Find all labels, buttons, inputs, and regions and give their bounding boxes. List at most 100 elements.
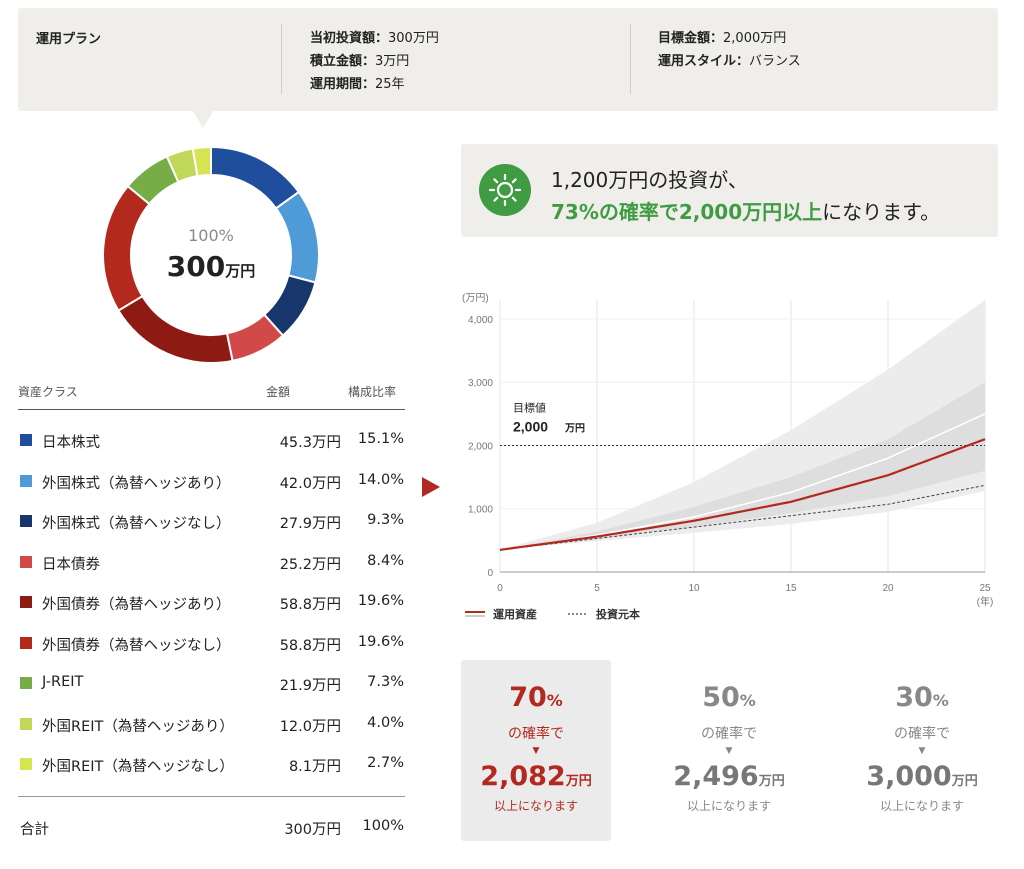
target-unit: 万円	[564, 422, 585, 434]
principal-line	[499, 484, 986, 551]
table-row: 外国REIT（為替ヘッジあり） 12.0万円 4.0%	[18, 703, 405, 744]
probability-card-30[interactable]: 30% の確率で ▼ 3,000万円 以上になります	[847, 660, 997, 841]
color-swatch	[20, 636, 32, 649]
card-label: の確率で	[701, 726, 757, 742]
asset-ratio: 7.3%	[367, 674, 404, 690]
style-label: 運用スタイル：	[658, 54, 750, 69]
down-arrow-icon: ▼	[532, 746, 540, 756]
table-body: 日本株式 45.3万円 15.1% 外国株式（為替ヘッジあり） 42.0万円 14.0% 外…	[18, 410, 405, 784]
donut-chart	[102, 145, 320, 364]
card-percent-value: 70	[509, 682, 547, 713]
table-row: 日本債券 25.2万円 8.4%	[18, 541, 405, 582]
banner-line2: 73%の確率で2,000万円以上になります。	[551, 196, 940, 225]
donut-center: 100% 300万円	[102, 146, 320, 364]
asset-ratio: 8.4%	[367, 552, 404, 569]
card-percent: 50%	[654, 682, 804, 713]
col-amount: 金額	[266, 385, 291, 399]
total-divider	[18, 796, 405, 797]
card-percent-unit: %	[739, 691, 756, 710]
target-value: 2,000	[513, 418, 548, 434]
table-row: 外国株式（為替ヘッジあり） 42.0万円 14.0%	[18, 460, 405, 501]
asset-line	[499, 438, 986, 551]
target-label: 目標値	[513, 400, 546, 414]
card-percent: 70%	[461, 682, 611, 713]
plan-summary: 運用プラン 当初投資額：300万円 積立金額：3万円 運用期間：25年 目標金額…	[18, 8, 998, 111]
color-swatch	[20, 515, 32, 527]
period-value: 25年	[375, 77, 405, 92]
table-row: 外国株式（為替ヘッジなし） 27.9万円 9.3%	[18, 500, 405, 541]
donut-amount-unit: 万円	[225, 262, 256, 280]
color-swatch	[20, 596, 32, 608]
asset-ratio: 2.7%	[367, 755, 404, 771]
divider	[281, 24, 282, 94]
table-row: 外国債券（為替ヘッジなし） 58.8万円 19.6%	[18, 622, 405, 663]
arrow-right-icon	[422, 477, 440, 497]
asset-ratio: 14.0%	[357, 471, 404, 488]
asset-amount: 27.9万円	[279, 516, 341, 532]
card-value-number: 3,000	[866, 761, 952, 792]
sun-icon	[479, 164, 531, 216]
projection-chart: (万円) 0 1,000 2,000 3,000 4,000 0 5 10 15 20 25 (年) 目標…	[455, 285, 1010, 630]
asset-ratio: 19.6%	[357, 593, 404, 609]
donut-slice	[191, 145, 212, 178]
period-label: 運用期間：	[310, 77, 376, 92]
color-swatch	[20, 555, 32, 568]
divider	[630, 24, 631, 94]
probability-band	[500, 382, 985, 550]
asset-name: 外国REIT（為替ヘッジあり）	[42, 718, 234, 735]
card-value-number: 2,082	[480, 761, 566, 792]
legend-asset-label: 運用資産	[493, 607, 537, 621]
card-value: 2,496万円	[654, 761, 804, 792]
asset-name: 日本債券	[42, 556, 100, 573]
y-axis-unit: (万円)	[462, 293, 489, 304]
card-percent-unit: %	[546, 691, 563, 710]
col-ratio: 構成比率	[348, 385, 397, 399]
card-label: の確率で	[894, 726, 950, 742]
asset-ratio: 19.6%	[357, 633, 404, 650]
initial-label: 当初投資額：	[310, 31, 389, 46]
color-swatch	[20, 677, 32, 689]
y-tick-label: 4,000	[468, 315, 493, 326]
asset-amount: 12.0万円	[279, 718, 341, 735]
card-value-unit: 万円	[951, 774, 978, 789]
monthly-value: 3万円	[375, 54, 410, 69]
total-ratio: 100%	[362, 818, 404, 834]
asset-amount: 25.2万円	[279, 556, 341, 573]
asset-ratio: 9.3%	[367, 512, 404, 528]
asset-name: 外国債券（為替ヘッジなし）	[42, 637, 231, 654]
table-header: 資産クラス 金額 構成比率	[18, 380, 405, 410]
card-value: 2,082万円	[461, 761, 611, 792]
card-label: の確率で	[508, 726, 564, 742]
total-label: 合計	[20, 822, 49, 838]
banner-highlight: 73%の確率で2,000万円以上	[551, 200, 823, 224]
down-arrow-icon: ▼	[725, 746, 733, 756]
asset-amount: 58.8万円	[279, 597, 341, 613]
x-tick-label: 20	[882, 583, 894, 594]
card-value-unit: 万円	[758, 774, 785, 789]
y-tick-label: 0	[487, 568, 493, 579]
plan-title: 運用プラン	[36, 32, 102, 47]
y-tick-label: 3,000	[468, 378, 493, 389]
table-total-row: 合計 300万円 100%	[18, 818, 405, 842]
asset-amount: 42.0万円	[279, 475, 341, 492]
card-value-unit: 万円	[565, 774, 592, 789]
table-row: 日本株式 45.3万円 15.1%	[18, 419, 405, 460]
probability-card-50[interactable]: 50% の確率で ▼ 2,496万円 以上になります	[654, 660, 804, 841]
color-swatch	[20, 434, 32, 446]
asset-ratio: 4.0%	[367, 714, 404, 731]
card-suffix: 以上になります	[879, 799, 964, 813]
initial-value: 300万円	[388, 31, 439, 46]
table-row: J-REIT 21.9万円 7.3%	[18, 662, 405, 703]
allocation-donut: 100% 300万円	[102, 145, 320, 364]
color-swatch	[20, 758, 32, 770]
card-suffix: 以上になります	[493, 799, 578, 813]
asset-amount: 58.8万円	[279, 637, 341, 654]
asset-name: 日本株式	[42, 435, 100, 451]
card-value: 3,000万円	[847, 761, 997, 792]
asset-amount: 45.3万円	[279, 435, 341, 451]
allocation-table: 資産クラス 金額 構成比率 日本株式 45.3万円 15.1% 外国株式（為替ヘッジあ…	[18, 380, 405, 838]
goal-value: 2,000万円	[723, 31, 787, 46]
donut-percent: 100%	[188, 226, 234, 245]
probability-card-70[interactable]: 70% の確率で ▼ 2,082万円 以上になります	[461, 660, 611, 841]
plan-col-goal: 目標金額：2,000万円 運用スタイル：バランス	[658, 27, 801, 73]
